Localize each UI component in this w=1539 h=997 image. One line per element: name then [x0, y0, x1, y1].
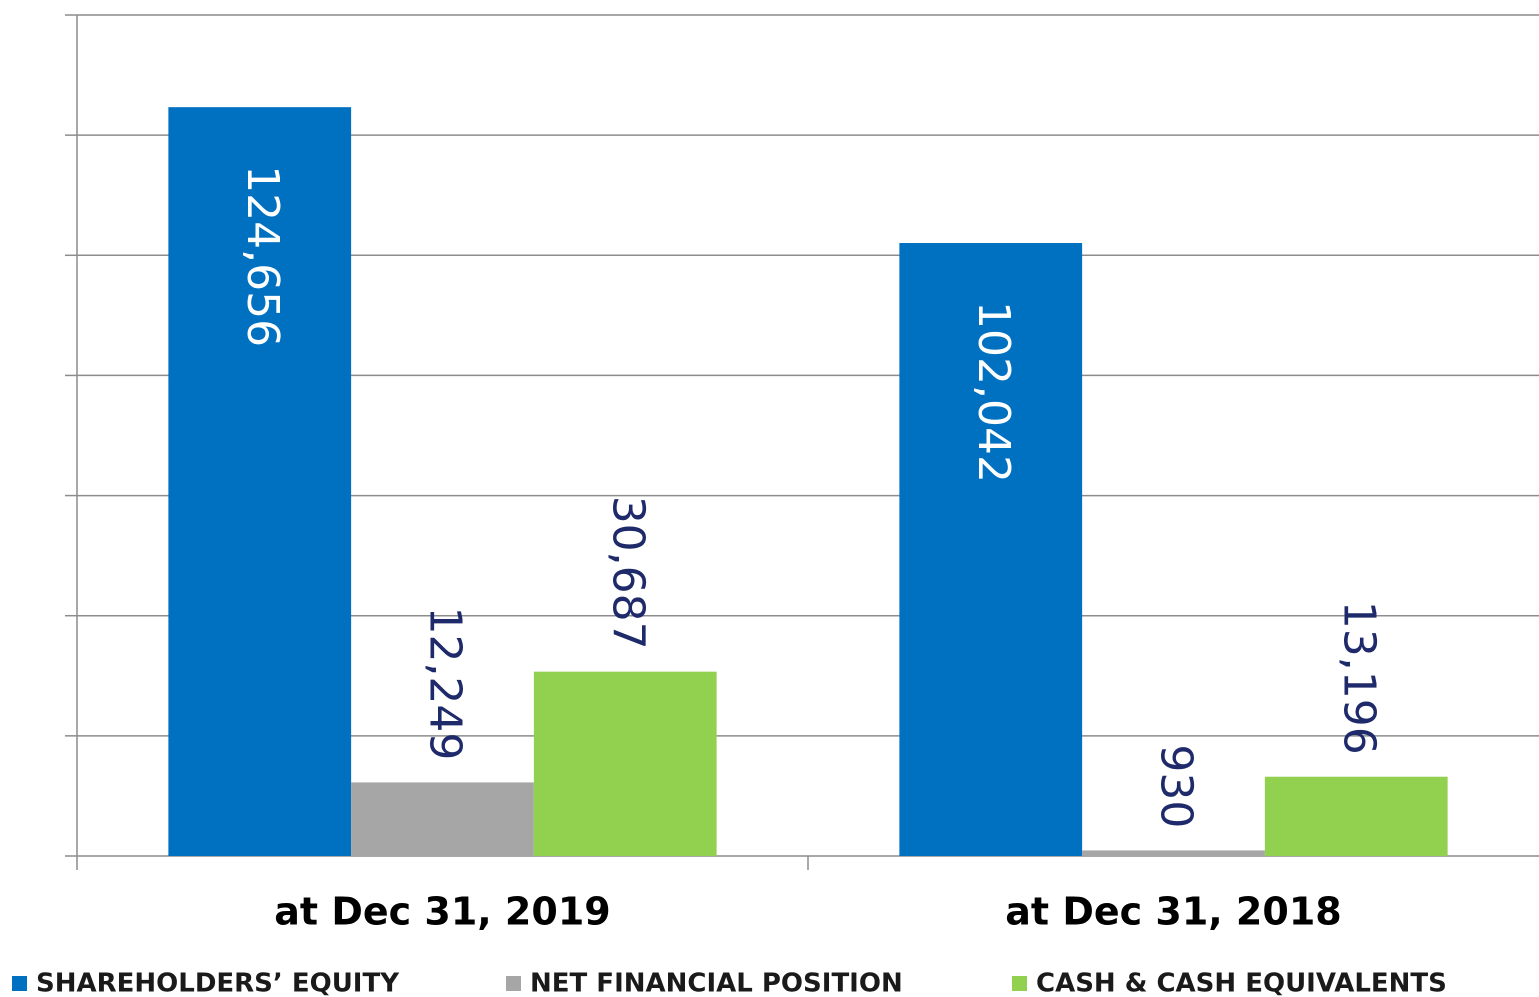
legend-swatch	[1012, 976, 1027, 991]
bar	[1082, 850, 1265, 856]
value-label: 13,196	[1333, 601, 1384, 755]
x-tick-label: at Dec 31, 2018	[1005, 890, 1341, 934]
legend-swatch	[506, 976, 521, 991]
legend-label: NET FINANCIAL POSITION	[530, 969, 903, 997]
bar	[899, 243, 1083, 856]
legend-swatch	[12, 976, 27, 991]
bar	[533, 671, 717, 856]
legend-label: SHAREHOLDERS’ EQUITY	[36, 969, 400, 997]
x-tick-label: at Dec 31, 2019	[274, 890, 610, 934]
bar	[168, 107, 352, 857]
value-label: 102,042	[968, 301, 1019, 483]
value-label: 930	[1151, 744, 1202, 828]
bar	[1264, 776, 1448, 856]
bar	[351, 782, 534, 856]
value-label: 124,656	[237, 165, 288, 347]
legend-label: CASH & CASH EQUIVALENTS	[1036, 969, 1447, 997]
value-label: 12,249	[420, 606, 471, 760]
value-label: 30,687	[602, 496, 653, 650]
